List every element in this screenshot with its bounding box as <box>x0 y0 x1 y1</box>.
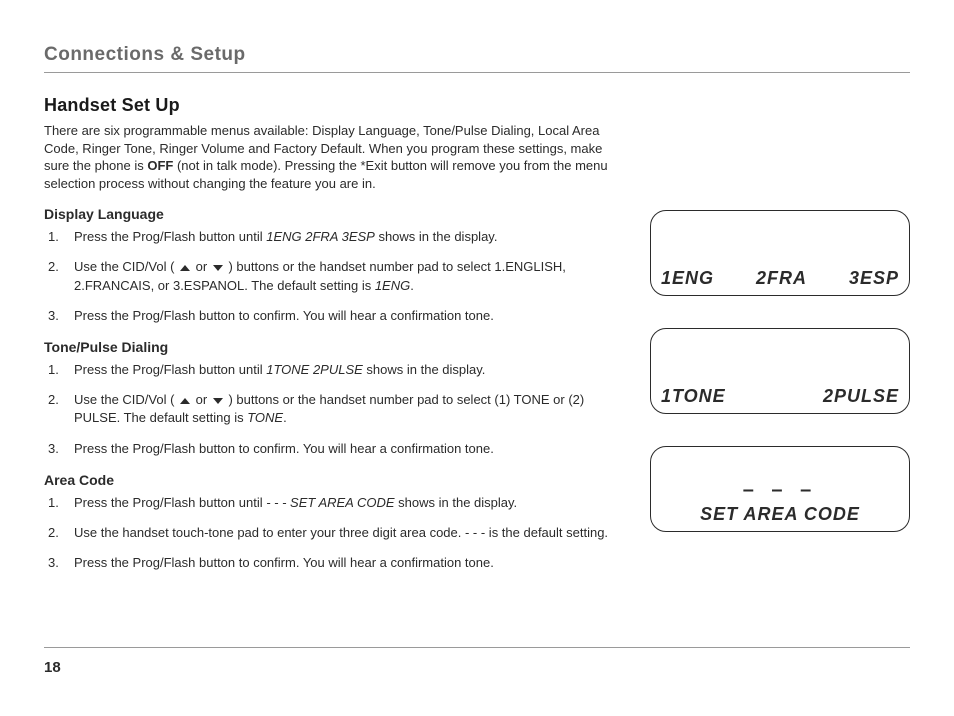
area-code-steps: Press the Prog/Flash button until - - - … <box>44 494 610 573</box>
list-item: Press the Prog/Flash button to confirm. … <box>44 307 610 325</box>
lcd-display-area-code: – – – SET AREA CODE <box>650 446 910 532</box>
section-header: Connections & Setup <box>44 44 910 73</box>
lcd-column: 1ENG 2FRA 3ESP 1TONE 2PULSE – – – SET AR… <box>650 206 910 584</box>
lcd-text: 1TONE <box>661 386 726 407</box>
page-number: 18 <box>44 659 61 676</box>
list-item: Press the Prog/Flash button until 1ENG 2… <box>44 228 610 246</box>
subhead-tone-pulse: Tone/Pulse Dialing <box>44 339 610 355</box>
lcd-text: SET AREA CODE <box>661 504 899 525</box>
lcd-text: – – – <box>661 479 899 502</box>
list-item: Use the CID/Vol ( or ) buttons or the ha… <box>44 391 610 427</box>
lcd-text: 3ESP <box>849 268 899 289</box>
footer-rule <box>44 647 910 648</box>
list-item: Press the Prog/Flash button to confirm. … <box>44 554 610 572</box>
list-item: Press the Prog/Flash button until 1TONE … <box>44 361 610 379</box>
instructions-column: Display Language Press the Prog/Flash bu… <box>44 206 610 584</box>
up-arrow-icon <box>180 265 190 271</box>
subhead-display-language: Display Language <box>44 206 610 222</box>
lcd-display-language: 1ENG 2FRA 3ESP <box>650 210 910 296</box>
lcd-display-tone-pulse: 1TONE 2PULSE <box>650 328 910 414</box>
down-arrow-icon <box>213 265 223 271</box>
up-arrow-icon <box>180 398 190 404</box>
list-item: Press the Prog/Flash button to confirm. … <box>44 440 610 458</box>
display-language-steps: Press the Prog/Flash button until 1ENG 2… <box>44 228 610 325</box>
intro-paragraph: There are six programmable menus availab… <box>44 122 624 192</box>
lcd-text: 2FRA <box>756 268 807 289</box>
tone-pulse-steps: Press the Prog/Flash button until 1TONE … <box>44 361 610 458</box>
subhead-area-code: Area Code <box>44 472 610 488</box>
down-arrow-icon <box>213 398 223 404</box>
list-item: Use the handset touch-tone pad to enter … <box>44 524 610 542</box>
list-item: Use the CID/Vol ( or ) buttons or the ha… <box>44 258 610 294</box>
list-item: Press the Prog/Flash button until - - - … <box>44 494 610 512</box>
page-title: Handset Set Up <box>44 95 910 116</box>
lcd-text: 2PULSE <box>823 386 899 407</box>
lcd-text: 1ENG <box>661 268 714 289</box>
